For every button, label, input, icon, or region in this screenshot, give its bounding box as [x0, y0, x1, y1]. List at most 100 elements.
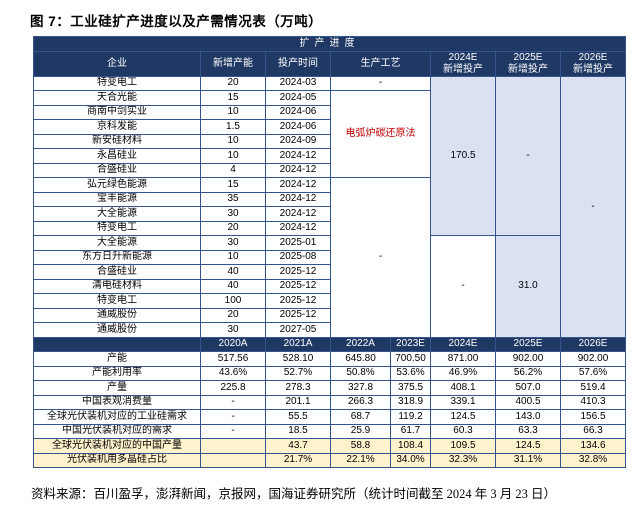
summary-row: 全球光伏装机对应的中国产量 43.7 58.8 108.4 109.5 124.5 134.…: [33, 438, 626, 454]
new-capacity-cell: 10: [200, 133, 266, 149]
company-cell: 通威股份: [33, 322, 201, 338]
summary-value-cell: 58.8: [330, 438, 391, 454]
summary-row: 产能 517.56 528.10 645.80 700.50 871.00 902.00 90…: [33, 351, 626, 367]
summary-value-cell: 339.1: [430, 394, 496, 410]
new-capacity-cell: 30: [200, 235, 266, 251]
company-cell: 弘元绿色能源: [33, 177, 201, 193]
summary-label-cell: 产能利用率: [33, 365, 201, 381]
summary-value-cell: 55.5: [265, 409, 331, 425]
summary-value-cell: 143.0: [495, 409, 561, 425]
company-cell: 通威股份: [33, 307, 201, 323]
new-capacity-cell: 15: [200, 177, 266, 193]
company-cell: 特变电工: [33, 293, 201, 309]
summary-value-cell: 700.50: [390, 351, 431, 367]
new-capacity-cell: 10: [200, 148, 266, 164]
year-header-cell: 2021A: [265, 336, 331, 352]
table-body: 扩产进度 企业 新增产能 投产时间 生产工艺 2024E 新增投产 2025E 新增投产 20…: [33, 36, 626, 468]
summary-value-cell: 108.4: [390, 438, 431, 454]
summary-value-cell: 43.6%: [200, 365, 266, 381]
expansion-row: 永昌硅业 10 2024-12: [33, 148, 626, 164]
summary-row: 中国光伏装机对应的需求 -18.5 25.9 61.7 60.3 63.3 66.3: [33, 423, 626, 439]
summary-value-cell: [200, 438, 266, 454]
column-header: 2025E 新增投产: [495, 50, 561, 77]
expansion-row: 特变电工 20 2024-03-170.5- -: [33, 75, 626, 338]
summary-value-cell: 519.4: [560, 380, 626, 396]
company-cell: 永昌硅业: [33, 148, 201, 164]
start-time-cell: 2024-03: [265, 75, 331, 91]
new-capacity-cell: 10: [200, 104, 266, 120]
company-cell: 特变电工: [33, 75, 201, 91]
summary-value-cell: 156.5: [560, 409, 626, 425]
expansion-row: 合盛硅业 4 2024-12: [33, 162, 626, 178]
year-header-cell: 2023E: [390, 336, 431, 352]
summary-value-cell: 318.9: [390, 394, 431, 410]
summary-value-cell: 201.1: [265, 394, 331, 410]
year-header-cell: 2025E: [495, 336, 561, 352]
summary-value-cell: 68.7: [330, 409, 391, 425]
summary-label-cell: 产能: [33, 351, 201, 367]
new-capacity-cell: 20: [200, 75, 266, 91]
new-capacity-cell: 30: [200, 322, 266, 338]
summary-value-cell: 124.5: [430, 409, 496, 425]
summary-value-cell: 46.9%: [430, 365, 496, 381]
start-time-cell: 2025-12: [265, 278, 331, 294]
start-time-cell: 2024-12: [265, 148, 331, 164]
summary-row: 全球光伏装机对应的工业硅需求 -55.5 68.7 119.2 124.5 143.0 15…: [33, 409, 626, 425]
new-capacity-cell: 15: [200, 90, 266, 106]
start-time-cell: 2024-12: [265, 162, 331, 178]
company-cell: 宝丰能源: [33, 191, 201, 207]
summary-row: 产能利用率 43.6% 52.7% 50.8% 53.6% 46.9% 56.2% 57.6%: [33, 365, 626, 381]
new-capacity-cell: 40: [200, 264, 266, 280]
company-cell: 清电硅材料: [33, 278, 201, 294]
start-time-cell: 2024-12: [265, 220, 331, 236]
column-header: 2024E 新增投产: [430, 50, 496, 77]
new-capacity-cell: 4: [200, 162, 266, 178]
summary-value-cell: 408.1: [430, 380, 496, 396]
summary-value-cell: 34.0%: [390, 452, 431, 468]
summary-value-cell: 21.7%: [265, 452, 331, 468]
start-time-cell: 2025-12: [265, 307, 331, 323]
company-cell: 大全能源: [33, 235, 201, 251]
start-time-cell: 2025-08: [265, 249, 331, 265]
summary-value-cell: 66.3: [560, 423, 626, 439]
company-cell: 商南中剑实业: [33, 104, 201, 120]
summary-year-header-row: 2020A 2021A 2022A 2023E 2024E 2025E 2026E: [33, 336, 626, 352]
column-header: 2026E 新增投产: [560, 50, 626, 77]
expansion-row: 大全能源 30 2024-12: [33, 206, 626, 222]
summary-value-cell: 57.6%: [560, 365, 626, 381]
summary-value-cell: 871.00: [430, 351, 496, 367]
summary-value-cell: 32.3%: [430, 452, 496, 468]
start-time-cell: 2024-05: [265, 90, 331, 106]
summary-value-cell: 53.6%: [390, 365, 431, 381]
summary-value-cell: 109.5: [430, 438, 496, 454]
summary-value-cell: 507.0: [495, 380, 561, 396]
expansion-row: 清电硅材料 40 2025-12: [33, 278, 626, 294]
summary-value-cell: 63.3: [495, 423, 561, 439]
new-capacity-cell: 10: [200, 249, 266, 265]
summary-value-cell: 31.1%: [495, 452, 561, 468]
summary-value-cell: 278.3: [265, 380, 331, 396]
expansion-progress-banner: 扩产进度: [33, 36, 626, 52]
summary-label-cell: 全球光伏装机对应的中国产量: [33, 438, 201, 454]
summary-value-cell: 32.8%: [560, 452, 626, 468]
summary-label-cell: 中国表观消费量: [33, 394, 201, 410]
new-capacity-cell: 30: [200, 206, 266, 222]
expansion-row: 京科发能 1.5 2024-06: [33, 119, 626, 135]
start-time-cell: 2024-12: [265, 191, 331, 207]
summary-value-cell: 22.1%: [330, 452, 391, 468]
expansion-row: 通威股份 20 2025-12: [33, 307, 626, 323]
summary-value-cell: 134.6: [560, 438, 626, 454]
summary-value-cell: 50.8%: [330, 365, 391, 381]
summary-value-cell: [200, 452, 266, 468]
expansion-row: 弘元绿色能源 15 2024-12-: [33, 177, 626, 338]
summary-value-cell: 517.56: [200, 351, 266, 367]
summary-value-cell: 327.8: [330, 380, 391, 396]
year-header-cell: 2024E: [430, 336, 496, 352]
company-cell: 新安硅材料: [33, 133, 201, 149]
summary-value-cell: 410.3: [560, 394, 626, 410]
summary-value-cell: 645.80: [330, 351, 391, 367]
new-capacity-cell: 40: [200, 278, 266, 294]
company-cell: 大全能源: [33, 206, 201, 222]
summary-value-cell: -: [200, 409, 266, 425]
